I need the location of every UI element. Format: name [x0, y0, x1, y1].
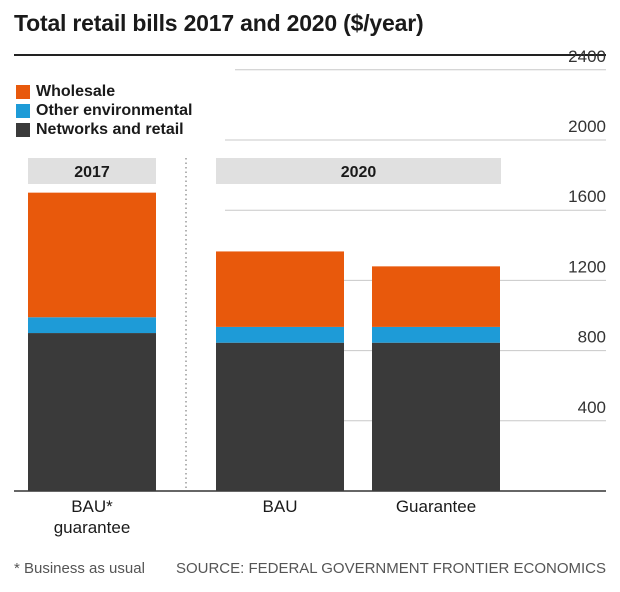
y-tick-label: 1600 — [568, 187, 606, 206]
bar-segment-networks-and-retail — [372, 342, 500, 491]
legend-label: Wholesale — [36, 82, 116, 100]
y-tick-label: 2400 — [568, 47, 606, 66]
legend-swatch — [16, 122, 30, 137]
bar-segment-wholesale — [372, 266, 500, 327]
y-tick-label: 2000 — [568, 117, 606, 136]
group-label: 2017 — [74, 164, 110, 181]
legend-label: Other environmental — [36, 101, 193, 119]
x-category-label: BAU* — [71, 497, 113, 516]
title-rule — [14, 54, 606, 56]
bar-segment-wholesale — [216, 251, 344, 327]
bar-segment-networks-and-retail — [216, 342, 344, 491]
bar-segment-other-environmental — [216, 326, 344, 343]
legend-swatch — [16, 84, 30, 99]
x-category-label: guarantee — [54, 518, 131, 537]
bar-segment-other-environmental — [28, 317, 156, 334]
bar-segment-networks-and-retail — [28, 333, 156, 491]
group-band-2017 — [28, 158, 156, 184]
bar-segment-other-environmental — [372, 326, 500, 343]
y-tick-label: 1200 — [568, 257, 606, 276]
y-tick-label: 800 — [578, 328, 606, 347]
group-label: 2020 — [341, 164, 377, 181]
source-note: SOURCE: FEDERAL GOVERNMENT FRONTIER ECON… — [175, 560, 606, 577]
group-band-2020 — [216, 158, 501, 184]
x-category-label: Guarantee — [396, 497, 476, 516]
legend-item: Networks and retail — [16, 120, 192, 139]
legend-item: Wholesale — [16, 82, 192, 101]
legend: Wholesale Other environmental Networks and… — [16, 82, 192, 139]
legend-item: Other environmental — [16, 101, 192, 120]
x-category-label: BAU — [263, 497, 298, 516]
legend-label: Networks and retail — [36, 120, 184, 138]
y-tick-label: 400 — [578, 398, 606, 417]
footnote: * Business as usual — [14, 560, 145, 577]
legend-swatch — [16, 103, 30, 118]
bar-segment-wholesale — [28, 192, 156, 318]
chart-title: Total retail bills 2017 and 2020 ($/year… — [14, 10, 424, 36]
